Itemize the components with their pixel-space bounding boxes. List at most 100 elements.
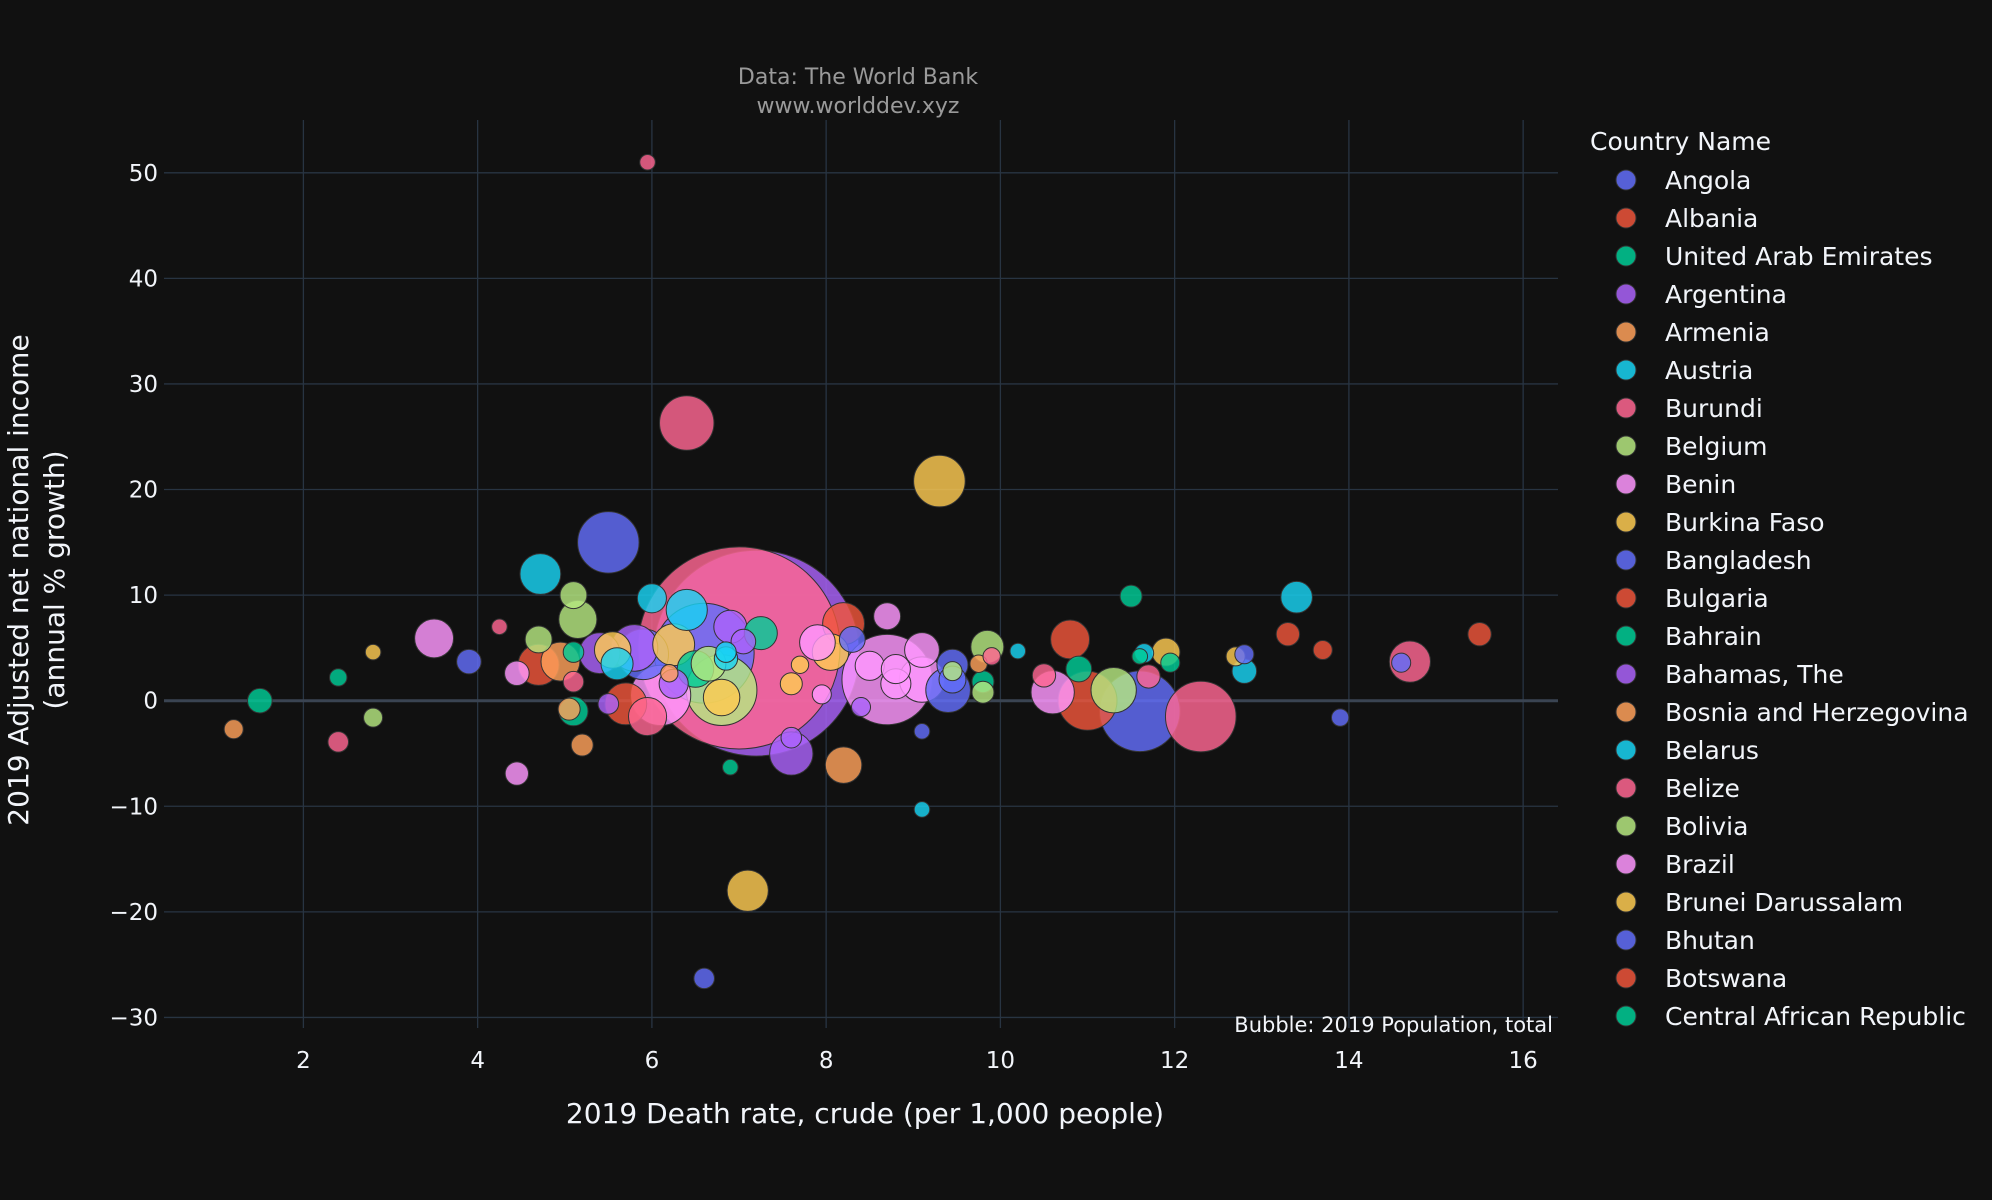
bubble-point[interactable] [811, 684, 832, 705]
bubble-point[interactable] [1280, 580, 1313, 614]
bubble-point[interactable] [570, 733, 594, 757]
bubble-point[interactable] [557, 697, 581, 721]
legend-item[interactable]: Belgium [1615, 432, 1768, 461]
bubble-point[interactable] [456, 648, 482, 675]
bubble-point[interactable] [730, 628, 757, 655]
bubble-point[interactable] [1050, 619, 1091, 660]
bubble-point[interactable] [942, 661, 963, 682]
bubble-point[interactable] [1164, 680, 1237, 753]
bubble-point[interactable] [1131, 648, 1149, 665]
bubble-point[interactable] [600, 647, 634, 681]
legend-item[interactable]: Belize [1615, 774, 1740, 803]
bubble-point[interactable] [636, 583, 667, 614]
bubble-size-annotation: Bubble: 2019 Population, total [1234, 1013, 1553, 1037]
legend-item[interactable]: Bahrain [1615, 622, 1762, 651]
legend-item[interactable]: Bulgaria [1615, 584, 1769, 613]
y-tick-label: 30 [129, 372, 158, 398]
bubble-point[interactable] [491, 618, 508, 636]
legend-label: Central African Republic [1665, 1002, 1966, 1031]
bubble-point[interactable] [1467, 622, 1492, 647]
bubble-point[interactable] [247, 687, 273, 714]
bubble-point[interactable] [850, 697, 872, 718]
legend-item[interactable]: Bosnia and Herzegovina [1615, 698, 1969, 727]
bubble-point[interactable] [1391, 652, 1412, 673]
bubble-point[interactable] [880, 653, 911, 685]
legend-item[interactable]: Bangladesh [1615, 546, 1812, 575]
legend-item[interactable]: Brazil [1615, 850, 1735, 879]
legend-item[interactable]: Belarus [1615, 736, 1759, 765]
bubble-point[interactable] [1065, 655, 1093, 683]
y-axis-title: 2019 Adjusted net national income (annua… [2, 334, 71, 825]
bubble-point[interactable] [504, 660, 530, 687]
bubble-point[interactable] [693, 967, 715, 990]
bubble-point[interactable] [627, 696, 668, 737]
bubble-point[interactable] [660, 664, 679, 683]
legend-item[interactable]: Burkina Faso [1615, 508, 1825, 537]
legend-item[interactable]: Botswana [1615, 964, 1787, 993]
bubble-point[interactable] [779, 672, 803, 696]
bubble-point[interactable] [1330, 708, 1350, 727]
bubble-point[interactable] [559, 581, 588, 610]
legend-item[interactable]: Bhutan [1615, 926, 1755, 955]
x-tick-label: 6 [645, 1048, 660, 1074]
legend-label: Bhutan [1665, 926, 1755, 955]
legend-title: Country Name [1590, 127, 1771, 156]
legend-item[interactable]: Bahamas, The [1615, 660, 1844, 689]
bubble-point[interactable] [1090, 666, 1137, 714]
bubble-point[interactable] [854, 650, 885, 681]
chart-subtitle-source: Data: The World Bank [738, 65, 978, 90]
bubble-point[interactable] [519, 553, 562, 595]
bubble-point[interactable] [1136, 664, 1161, 689]
bubble-point[interactable] [873, 602, 902, 631]
legend-item[interactable]: Albania [1615, 204, 1758, 233]
bubble-point[interactable] [597, 693, 620, 715]
legend-item[interactable]: Brunei Darussalam [1615, 888, 1903, 917]
bubble-point[interactable] [504, 761, 530, 786]
bubble-point[interactable] [715, 641, 737, 663]
bubble-point[interactable] [1275, 622, 1301, 647]
bubble-point[interactable] [824, 746, 863, 784]
bubble-point[interactable] [913, 723, 931, 740]
bubble-point[interactable] [1031, 663, 1057, 688]
bubble-point[interactable] [799, 624, 836, 661]
bubble-point[interactable] [726, 869, 769, 912]
bubble-point[interactable] [327, 731, 350, 753]
legend-item[interactable]: Burundi [1615, 394, 1763, 423]
bubble-point[interactable] [913, 801, 931, 818]
bubble-point[interactable] [838, 626, 866, 653]
bubble-point[interactable] [364, 643, 382, 661]
bubble-point[interactable] [982, 647, 1001, 666]
bubble-point[interactable] [1119, 584, 1143, 608]
bubble-point[interactable] [702, 678, 741, 717]
legend-item[interactable]: Benin [1615, 470, 1736, 499]
bubble-point[interactable] [722, 758, 739, 776]
legend-item[interactable]: United Arab Emirates [1615, 242, 1933, 271]
legend-item[interactable]: Armenia [1615, 318, 1770, 347]
bubble-point[interactable] [1312, 639, 1333, 661]
bubble-point[interactable] [913, 454, 966, 508]
bubble-point[interactable] [562, 670, 585, 693]
bubble-point[interactable] [414, 618, 455, 659]
bubble-point[interactable] [363, 707, 384, 728]
legend-item[interactable]: Bolivia [1615, 812, 1748, 841]
bubble-point[interactable] [904, 632, 940, 668]
legend-item[interactable]: Argentina [1615, 280, 1787, 309]
bubble-point[interactable] [659, 395, 715, 451]
legend-item[interactable]: Central African Republic [1615, 1002, 1966, 1031]
bubble-point[interactable] [790, 655, 810, 674]
bubble-point[interactable] [223, 719, 244, 740]
bubble-point[interactable] [1009, 642, 1027, 660]
bubble-point[interactable] [329, 668, 348, 687]
bubble-point[interactable] [1160, 652, 1181, 673]
bubble-point[interactable] [665, 588, 708, 631]
bubble-point[interactable] [524, 625, 553, 654]
bubble-point[interactable] [577, 511, 640, 574]
legend-item[interactable]: Austria [1615, 356, 1753, 385]
legend-label: Albania [1665, 204, 1758, 233]
bubble-point[interactable] [971, 680, 995, 704]
bubble-point[interactable] [1234, 644, 1255, 665]
bubble-point[interactable] [780, 726, 803, 749]
legend-item[interactable]: Angola [1615, 166, 1751, 195]
bubble-point[interactable] [639, 153, 656, 171]
bubble-point[interactable] [562, 641, 585, 663]
